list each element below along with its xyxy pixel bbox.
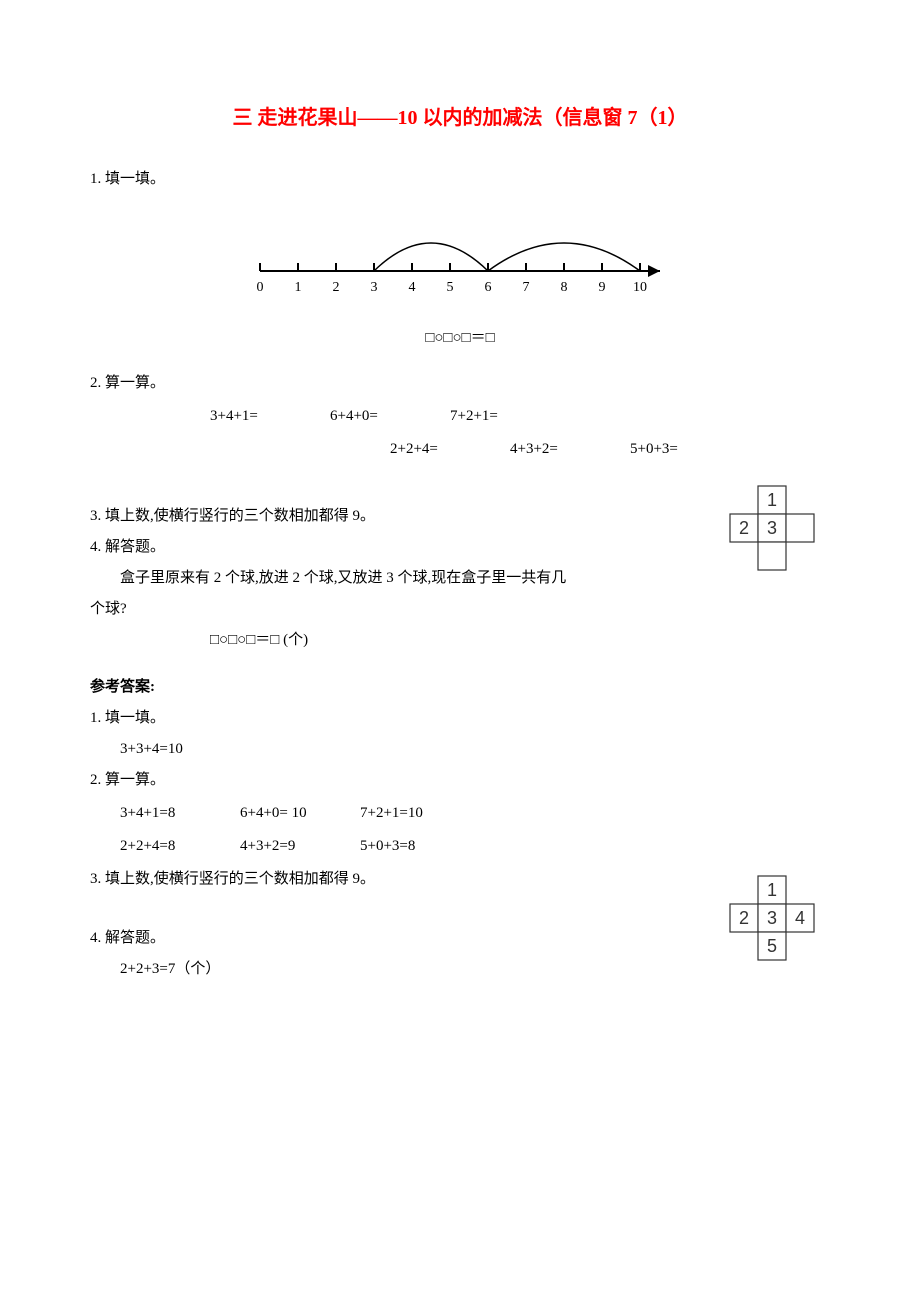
q4-body: 盒子里原来有 2 个球,放进 2 个球,又放进 3 个球,现在盒子里一共有几 <box>90 565 830 592</box>
a3-cross-figure: 12345 <box>720 870 830 990</box>
a3-line: 3. 填上数,使横行竖行的三个数相加都得 9。 <box>90 866 830 893</box>
q1-equation-template: □○□○□＝□ <box>90 325 830 352</box>
a2-line: 2. 算一算。 <box>90 767 830 794</box>
svg-text:7: 7 <box>523 280 530 295</box>
svg-text:5: 5 <box>767 936 777 956</box>
q3-label: 3. <box>90 508 101 524</box>
a4-line: 4. 解答题。 <box>90 925 830 952</box>
q3-line: 3. 填上数,使横行竖行的三个数相加都得 9。 <box>90 503 830 530</box>
svg-text:3: 3 <box>767 518 777 538</box>
q1-line: 1. 填一填。 <box>90 166 830 193</box>
q1-title: 填一填。 <box>105 171 165 187</box>
q4-equation: □○□○□＝□ (个) <box>90 627 830 654</box>
cross-svg: 123 <box>720 480 830 590</box>
calc-item: 4+3+2=9 <box>240 833 360 860</box>
a3-title: 填上数,使横行竖行的三个数相加都得 9。 <box>105 871 375 887</box>
svg-text:3: 3 <box>767 908 777 928</box>
a2-title: 算一算。 <box>105 772 165 788</box>
a4-title: 解答题。 <box>105 930 165 946</box>
calc-item: 3+4+1=8 <box>120 800 240 827</box>
svg-text:4: 4 <box>409 280 416 295</box>
calc-item: 2+2+4=8 <box>120 833 240 860</box>
svg-text:9: 9 <box>599 280 606 295</box>
a1-value: 3+3+4=10 <box>90 736 830 763</box>
answers-heading: 参考答案: <box>90 674 830 701</box>
calc-item: 6+4+0= <box>330 403 450 430</box>
q4-line: 4. 解答题。 <box>90 534 830 561</box>
svg-text:2: 2 <box>739 908 749 928</box>
calc-item: 5+0+3= <box>630 436 750 463</box>
q4-title: 解答题。 <box>105 539 165 555</box>
q2-row1: 3+4+1=6+4+0=7+2+1= <box>90 403 830 430</box>
calc-item: 4+3+2= <box>510 436 630 463</box>
svg-text:2: 2 <box>739 518 749 538</box>
a2-row2: 2+2+4=84+3+2=95+0+3=8 <box>90 833 830 860</box>
a1-title: 填一填。 <box>105 710 165 726</box>
calc-item: 2+2+4= <box>390 436 510 463</box>
a2-row1: 3+4+1=86+4+0= 107+2+1=10 <box>90 800 830 827</box>
svg-text:2: 2 <box>333 280 340 295</box>
svg-text:1: 1 <box>767 880 777 900</box>
svg-text:10: 10 <box>633 280 647 295</box>
a4-label: 4. <box>90 930 101 946</box>
svg-text:0: 0 <box>257 280 264 295</box>
q1-label: 1. <box>90 171 101 187</box>
q4-body2: 个球? <box>90 596 830 623</box>
calc-item: 6+4+0= 10 <box>240 800 360 827</box>
q4-label: 4. <box>90 539 101 555</box>
calc-item: 3+4+1= <box>210 403 330 430</box>
svg-text:3: 3 <box>371 280 378 295</box>
a2-label: 2. <box>90 772 101 788</box>
q2-line: 2. 算一算。 <box>90 370 830 397</box>
svg-text:4: 4 <box>795 908 805 928</box>
q2-row2: 2+2+4=4+3+2=5+0+3= <box>90 436 830 463</box>
svg-text:1: 1 <box>767 490 777 510</box>
q2-label: 2. <box>90 375 101 391</box>
page-title: 三 走进花果山——10 以内的加减法（信息窗 7（1） <box>90 100 830 136</box>
svg-text:6: 6 <box>485 280 492 295</box>
calc-item: 7+2+1=10 <box>360 800 480 827</box>
q1-number-line: 0 1 2 3 4 5 6 7 8 9 10 <box>90 211 830 311</box>
q2-title: 算一算。 <box>105 375 165 391</box>
calc-item: 7+2+1= <box>450 403 570 430</box>
calc-item: 5+0+3=8 <box>360 833 480 860</box>
svg-text:8: 8 <box>561 280 568 295</box>
a4-value: 2+2+3=7（个） <box>90 956 830 983</box>
svg-text:1: 1 <box>295 280 302 295</box>
q3-cross-figure: 123 <box>720 480 830 600</box>
svg-text:5: 5 <box>447 280 454 295</box>
q3-title: 填上数,使横行竖行的三个数相加都得 9。 <box>105 508 375 524</box>
number-line-svg: 0 1 2 3 4 5 6 7 8 9 10 <box>240 211 680 301</box>
page: 三 走进花果山——10 以内的加减法（信息窗 7（1） 1. 填一填。 0123… <box>0 0 920 1302</box>
a1-line: 1. 填一填。 <box>90 705 830 732</box>
cross-svg-answer: 12345 <box>720 870 830 980</box>
a3-label: 3. <box>90 871 101 887</box>
a1-label: 1. <box>90 710 101 726</box>
